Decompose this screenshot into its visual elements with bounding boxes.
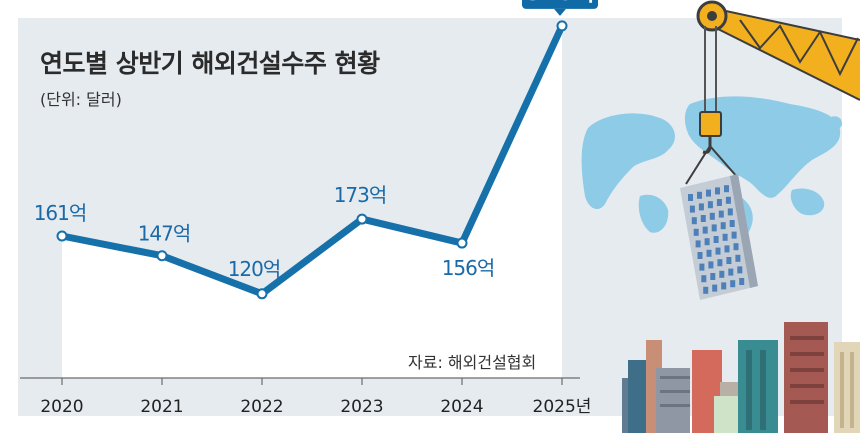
highlight-label-box bbox=[522, 0, 598, 9]
building-window bbox=[702, 226, 708, 234]
data-label: 173억 bbox=[334, 183, 387, 207]
building-window bbox=[716, 199, 722, 206]
building-window bbox=[730, 280, 736, 288]
building-window bbox=[703, 286, 709, 294]
building-window bbox=[727, 208, 733, 216]
area-fill bbox=[62, 25, 562, 378]
building-window bbox=[708, 261, 714, 269]
series-line bbox=[58, 22, 566, 298]
building-window bbox=[701, 275, 707, 283]
building-window bbox=[697, 252, 703, 259]
data-label: 310억 bbox=[525, 0, 594, 6]
building-window bbox=[728, 268, 734, 276]
building-window bbox=[735, 254, 741, 262]
x-tick-label: 2022 bbox=[240, 397, 283, 417]
x-tick-label: 2021 bbox=[140, 397, 183, 417]
data-label: 120억 bbox=[228, 257, 281, 281]
building-window bbox=[710, 273, 716, 280]
building-window bbox=[715, 187, 720, 195]
data-point bbox=[56, 230, 68, 242]
data-point bbox=[456, 237, 468, 249]
data-point bbox=[156, 250, 168, 262]
building-window bbox=[713, 236, 719, 243]
building-window bbox=[722, 233, 728, 241]
building-window bbox=[691, 217, 697, 225]
building-window bbox=[693, 228, 699, 236]
building-window bbox=[709, 212, 715, 220]
building-window bbox=[726, 257, 732, 264]
building-window bbox=[698, 203, 704, 211]
source-note: 자료: 해외건설협회 bbox=[408, 353, 537, 372]
building-window bbox=[704, 238, 710, 246]
building-window bbox=[739, 278, 745, 285]
building-window bbox=[720, 222, 726, 230]
building-window bbox=[724, 185, 729, 193]
x-tick-label: 2023 bbox=[340, 397, 383, 417]
building-window bbox=[733, 243, 739, 251]
data-point bbox=[556, 20, 568, 32]
data-point bbox=[356, 213, 368, 225]
x-tick-label: 2024 bbox=[440, 397, 483, 417]
building-window bbox=[688, 194, 693, 201]
building-window bbox=[737, 266, 743, 274]
building-window bbox=[697, 191, 702, 199]
building-window bbox=[725, 196, 731, 204]
hanging-building-icon bbox=[680, 174, 758, 300]
building-window bbox=[731, 231, 737, 239]
highlight-label-pointer bbox=[554, 8, 566, 16]
data-label: 156억 bbox=[442, 256, 495, 280]
data-point bbox=[256, 288, 268, 300]
building-window bbox=[719, 270, 725, 278]
building-window bbox=[700, 215, 706, 222]
x-tick-label: 2025년 bbox=[533, 397, 592, 417]
building-window bbox=[712, 284, 718, 292]
building-window bbox=[715, 247, 721, 255]
crane-icon bbox=[685, 0, 860, 185]
chart-unit: (단위: 달러) bbox=[40, 90, 122, 109]
world-map-icon bbox=[581, 96, 842, 242]
building-window bbox=[711, 224, 717, 232]
chart-title: 연도별 상반기 해외건설수주 현황 bbox=[40, 49, 380, 78]
building-window bbox=[699, 263, 705, 271]
data-label: 161억 bbox=[34, 201, 87, 225]
building-window bbox=[717, 259, 723, 267]
building-window bbox=[689, 205, 695, 213]
building-window bbox=[729, 220, 735, 227]
building-window bbox=[724, 245, 730, 253]
building-window bbox=[721, 282, 727, 290]
building-window bbox=[706, 189, 711, 197]
plot-area: 2020 2021 2022 2023 2024 2025년 161억 147억 120억 173… bbox=[20, 0, 598, 417]
data-label: 147억 bbox=[138, 222, 191, 246]
building-window bbox=[718, 210, 724, 218]
building-window bbox=[707, 201, 713, 209]
city-skyline-icon bbox=[622, 322, 860, 433]
building-window bbox=[706, 249, 712, 257]
building-window bbox=[695, 240, 701, 248]
x-tick-label: 2020 bbox=[40, 397, 83, 417]
